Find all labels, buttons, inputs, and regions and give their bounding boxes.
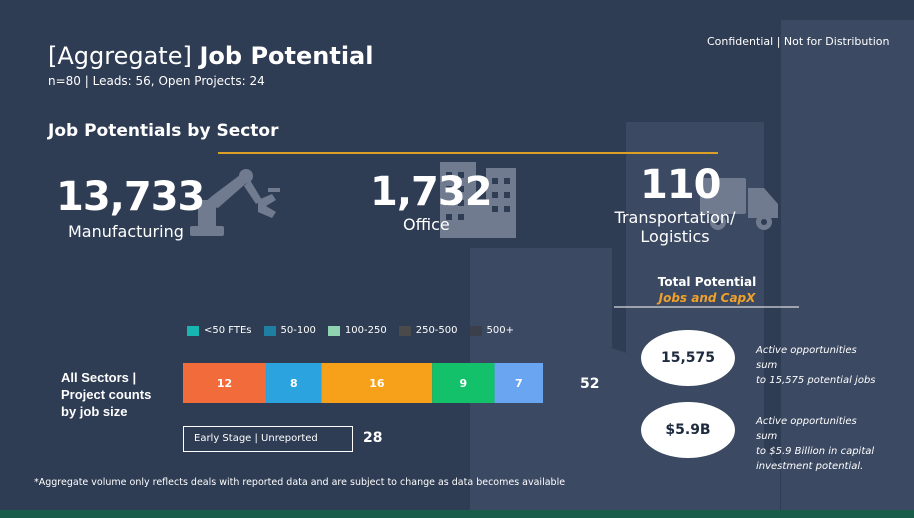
bar-total-value: 52 bbox=[580, 376, 600, 392]
transportation-label-line2: Logistics bbox=[640, 227, 710, 247]
total-potential-subtitle: Jobs and CapX bbox=[658, 291, 756, 305]
manufacturing-value: 13,733 bbox=[56, 174, 205, 220]
stacked-bar-chart: 12 8 16 9 7 bbox=[183, 363, 543, 403]
truck-icon bbox=[700, 178, 778, 230]
chart-legend: <50 FTEs 50-100 100-250 250-500 500+ bbox=[187, 325, 514, 336]
section-title: Job Potentials by Sector bbox=[48, 121, 279, 141]
early-stage-value: 28 bbox=[363, 430, 383, 446]
bar-segment-label-1: 12 bbox=[217, 377, 232, 390]
category-label-line: by job size bbox=[61, 404, 128, 419]
bar-category-label: All Sectors | Project counts by job size bbox=[61, 369, 151, 420]
footnote: *Aggregate volume only reflects deals wi… bbox=[34, 477, 566, 488]
bottom-band bbox=[0, 510, 914, 518]
page-subtitle: n=80 | Leads: 56, Open Projects: 24 bbox=[48, 74, 265, 88]
bar-segment-label-5: 7 bbox=[515, 377, 523, 390]
capx-total-oval: $5.9B bbox=[641, 402, 735, 458]
transportation-label-line1: Transportation/ bbox=[614, 208, 736, 227]
capx-note-line2: to $5.9 Billion in capital bbox=[756, 446, 875, 457]
office-value: 1,732 bbox=[370, 169, 493, 215]
bar-segment-1 bbox=[183, 363, 267, 403]
legend-swatch bbox=[469, 325, 482, 336]
transportation-value: 110 bbox=[640, 162, 721, 208]
confidential-label: Confidential | Not for Distribution bbox=[707, 35, 890, 48]
early-stage-box: Early Stage | Unreported bbox=[183, 426, 353, 452]
transportation-label: Transportation/ Logistics bbox=[605, 208, 745, 246]
legend-swatch bbox=[187, 325, 199, 336]
manufacturing-label: Manufacturing bbox=[68, 222, 184, 241]
legend-item: 250-500 bbox=[398, 325, 458, 336]
bar-segment-5 bbox=[494, 363, 543, 403]
legend-label: <50 FTEs bbox=[204, 325, 252, 336]
jobs-note-line2: to 15,575 potential jobs bbox=[756, 375, 876, 386]
title-main: Job Potential bbox=[199, 42, 374, 70]
bar-segment-4 bbox=[432, 363, 495, 403]
legend-item: 100-250 bbox=[327, 325, 387, 336]
legend-item: 500+ bbox=[469, 325, 514, 336]
legend-label: 250-500 bbox=[415, 325, 458, 336]
title-prefix: [Aggregate] bbox=[48, 42, 192, 70]
capx-note-line3: investment potential. bbox=[756, 461, 864, 472]
total-potential-title: Total Potential bbox=[657, 275, 757, 289]
legend-label: 50-100 bbox=[280, 325, 316, 336]
jobs-total-note: Active opportunities sum to 15,575 poten… bbox=[756, 343, 881, 388]
bg-arc bbox=[470, 330, 780, 518]
category-label-line: Project counts bbox=[61, 387, 152, 402]
bar-segment-label-4: 9 bbox=[460, 377, 468, 390]
office-label: Office bbox=[403, 215, 450, 234]
legend-swatch bbox=[263, 325, 276, 336]
legend-item: <50 FTEs bbox=[187, 325, 252, 336]
capx-note-line1: Active opportunities sum bbox=[756, 416, 857, 442]
legend-swatch bbox=[398, 325, 411, 336]
capx-total-note: Active opportunities sum to $5.9 Billion… bbox=[756, 414, 881, 474]
bar-segment-2 bbox=[266, 363, 322, 403]
robot-arm-icon bbox=[190, 169, 280, 236]
legend-label: 100-250 bbox=[344, 325, 387, 336]
bar-segment-3 bbox=[321, 363, 433, 403]
jobs-total-oval: 15,575 bbox=[641, 330, 735, 386]
legend-label: 500+ bbox=[486, 325, 514, 336]
page-title: [Aggregate] Job Potential bbox=[48, 42, 373, 70]
bg-column-right bbox=[781, 20, 914, 518]
jobs-note-line1: Active opportunities sum bbox=[756, 345, 857, 371]
legend-swatch bbox=[327, 325, 340, 336]
bar-segment-label-2: 8 bbox=[290, 377, 298, 390]
category-label-line: All Sectors | bbox=[61, 370, 137, 385]
bar-segment-label-3: 16 bbox=[369, 377, 385, 390]
legend-item: 50-100 bbox=[263, 325, 316, 336]
